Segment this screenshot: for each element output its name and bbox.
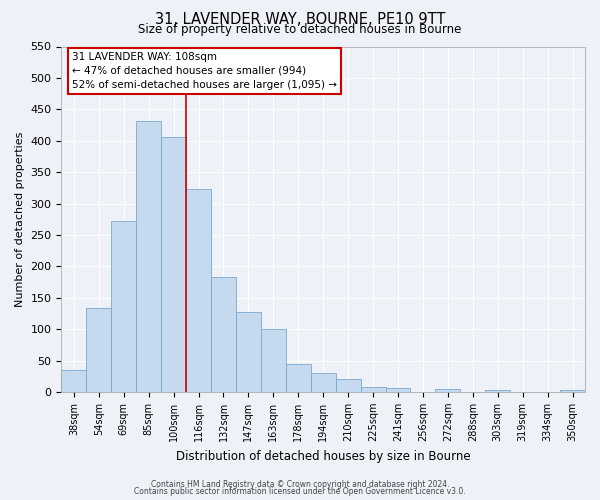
- Bar: [136, 120, 161, 392]
- Text: Size of property relative to detached houses in Bourne: Size of property relative to detached ho…: [139, 22, 461, 36]
- Bar: [161, 137, 186, 392]
- Bar: [436, 389, 460, 392]
- Y-axis label: Number of detached properties: Number of detached properties: [15, 132, 25, 307]
- Bar: [361, 387, 386, 392]
- Bar: [335, 380, 361, 392]
- Text: 31 LAVENDER WAY: 108sqm
← 47% of detached houses are smaller (994)
52% of semi-d: 31 LAVENDER WAY: 108sqm ← 47% of detache…: [72, 52, 337, 90]
- Bar: [286, 364, 311, 392]
- X-axis label: Distribution of detached houses by size in Bourne: Distribution of detached houses by size …: [176, 450, 470, 462]
- Bar: [236, 312, 261, 392]
- Bar: [86, 308, 111, 392]
- Bar: [186, 189, 211, 392]
- Bar: [560, 390, 585, 392]
- Bar: [211, 277, 236, 392]
- Bar: [386, 388, 410, 392]
- Bar: [111, 221, 136, 392]
- Bar: [61, 370, 86, 392]
- Bar: [311, 373, 335, 392]
- Text: Contains HM Land Registry data © Crown copyright and database right 2024.: Contains HM Land Registry data © Crown c…: [151, 480, 449, 489]
- Bar: [261, 328, 286, 392]
- Text: Contains public sector information licensed under the Open Government Licence v3: Contains public sector information licen…: [134, 487, 466, 496]
- Bar: [485, 390, 510, 392]
- Text: 31, LAVENDER WAY, BOURNE, PE10 9TT: 31, LAVENDER WAY, BOURNE, PE10 9TT: [155, 12, 445, 28]
